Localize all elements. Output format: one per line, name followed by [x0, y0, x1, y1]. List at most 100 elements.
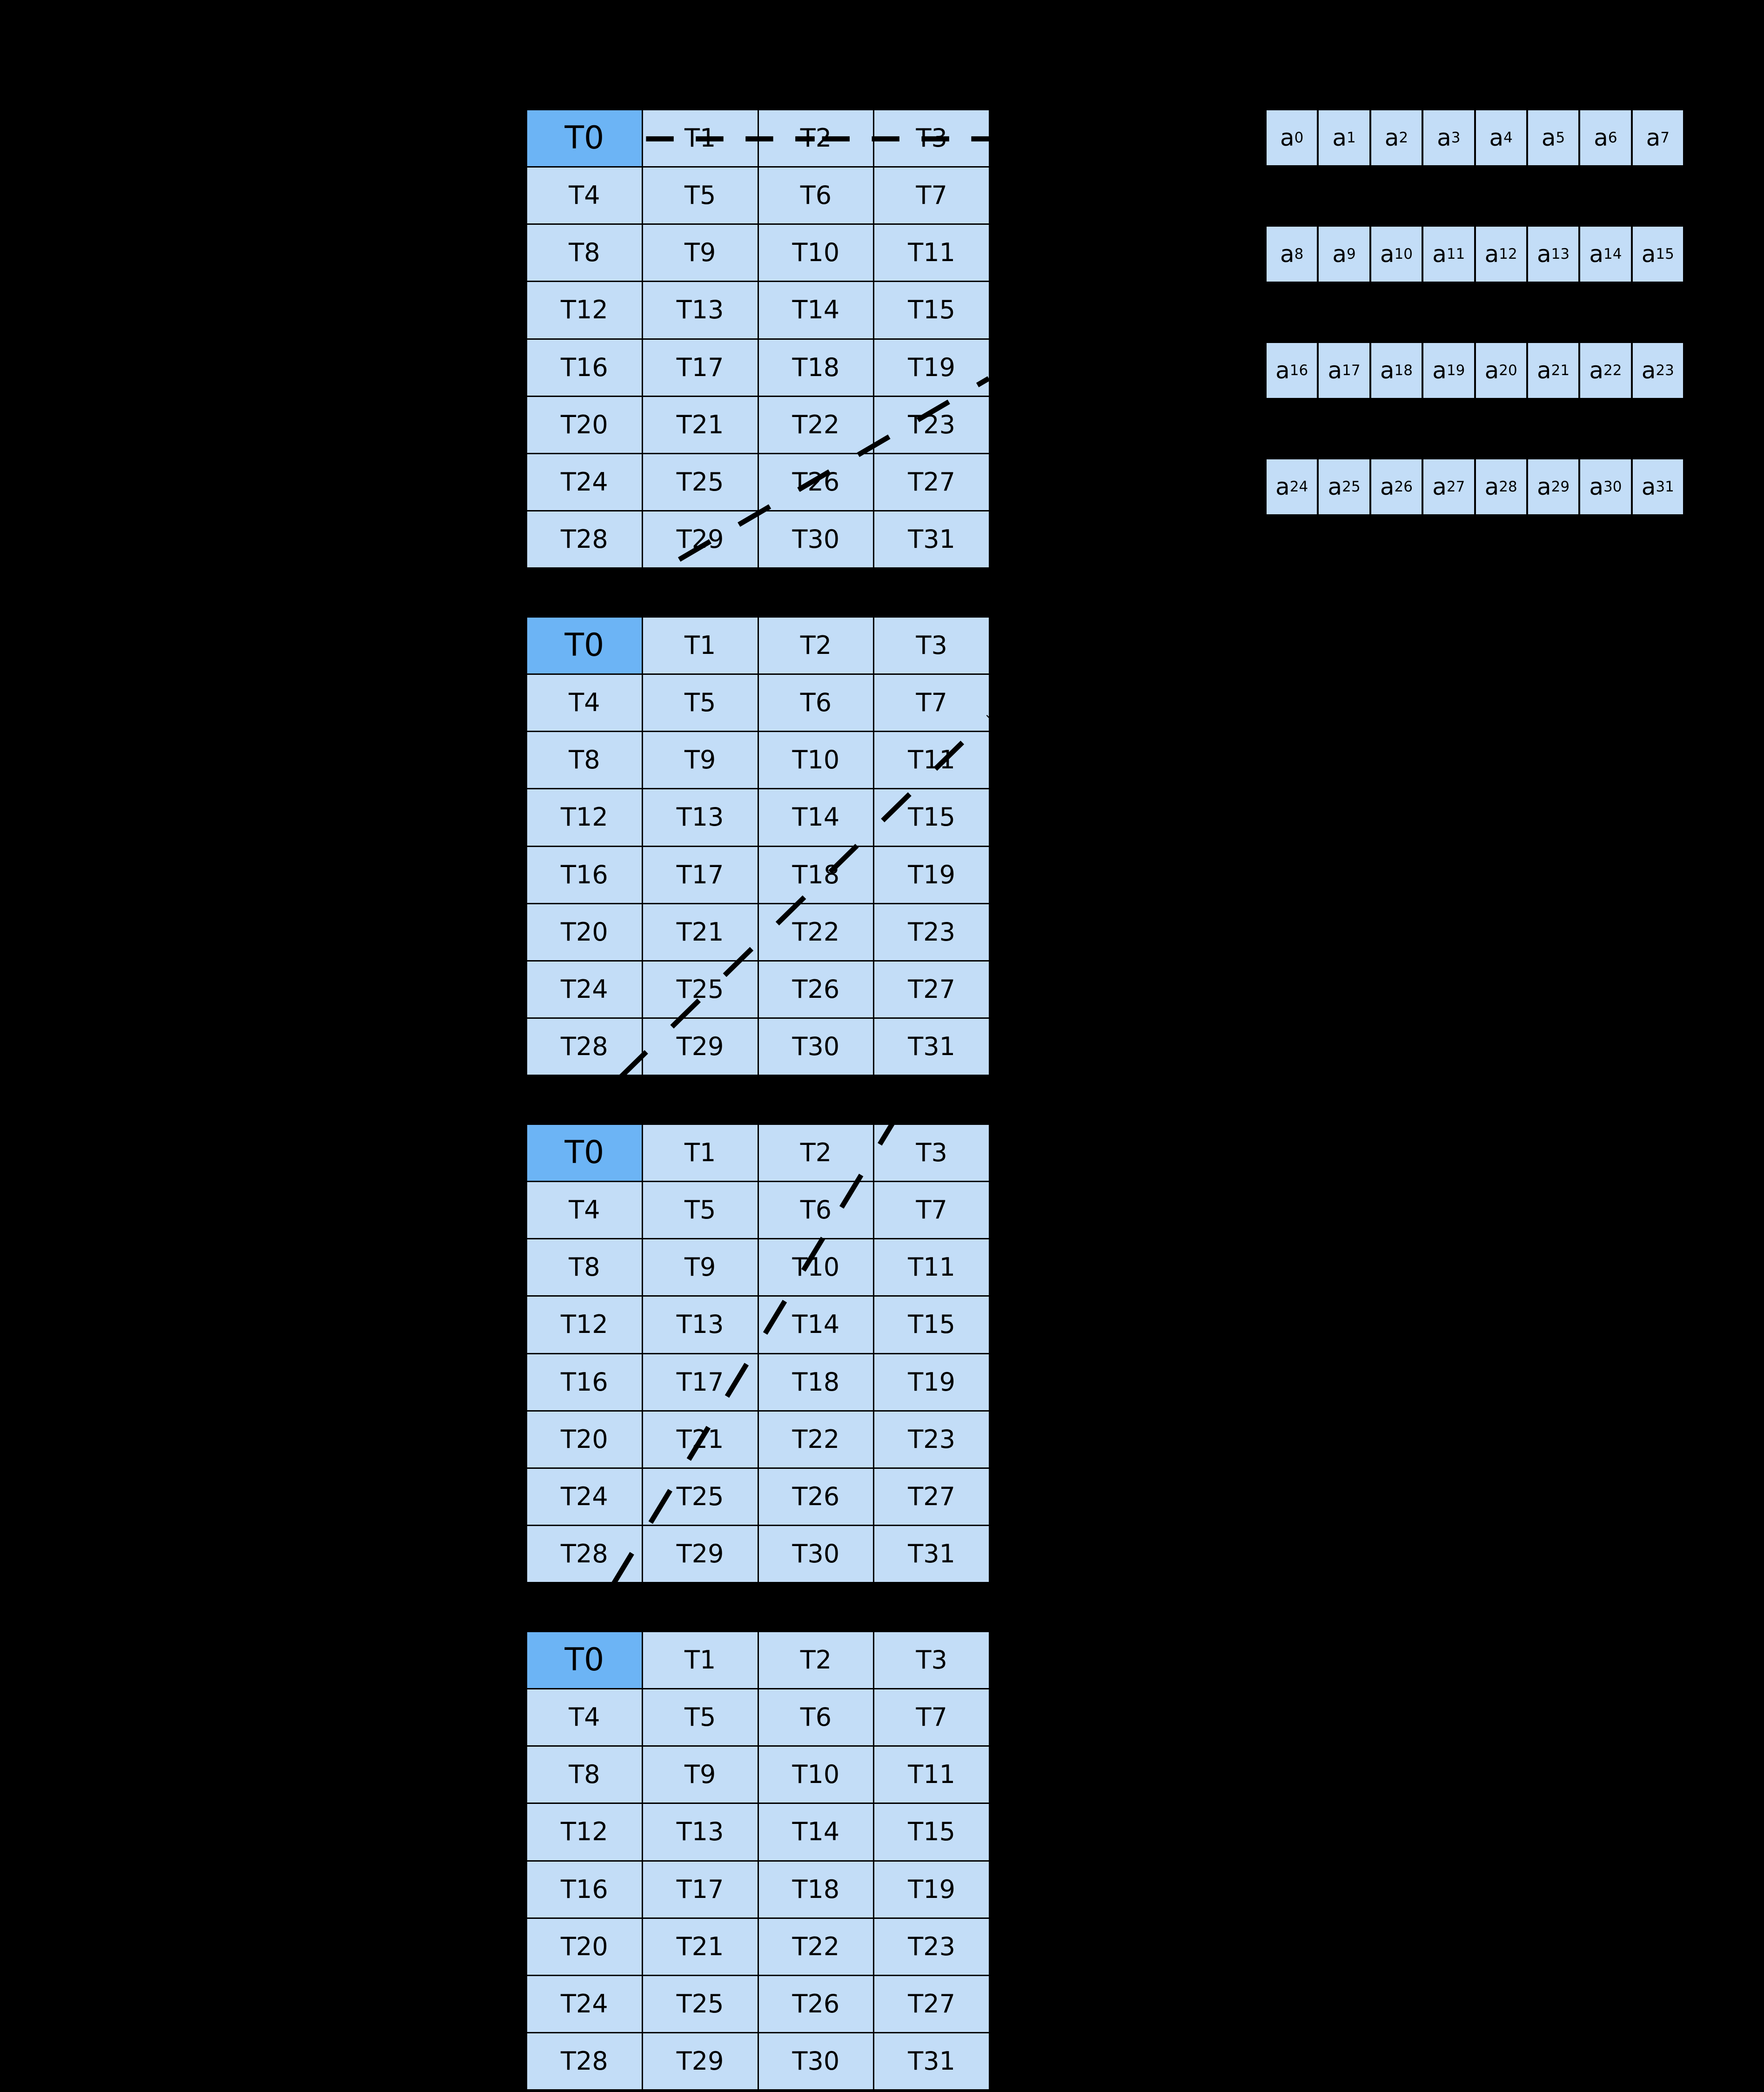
thread-cell-t14: T14: [758, 789, 873, 846]
thread-cell-t18: T18: [758, 1354, 873, 1410]
array-cell-base: a: [1484, 241, 1499, 268]
thread-cell-t31: T31: [874, 1526, 989, 1582]
array-cell-a24: a 24: [1267, 459, 1317, 514]
array-cell-a12: a 12: [1476, 227, 1526, 282]
thread-cell-t25: T25: [643, 454, 758, 510]
array-cell-subscript: 9: [1347, 246, 1356, 262]
array-cell-base: a: [1641, 357, 1656, 384]
thread-cell-t17: T17: [643, 1861, 758, 1917]
thread-cell-t13: T13: [643, 282, 758, 338]
thread-cell-t21: T21: [643, 1411, 758, 1467]
thread-cell-t10: T10: [758, 732, 873, 788]
array-cell-base: a: [1380, 357, 1395, 384]
thread-cell-t28: T28: [527, 511, 642, 567]
thread-grid-cells: T0 T1 T2 T3 T4 T5 T6 T7 T8 T9 T10 T11 T12 T13 T14 T15 T1…: [527, 110, 989, 567]
thread-cell-t5: T5: [643, 1689, 758, 1746]
thread-cell-t9: T9: [643, 1747, 758, 1803]
thread-cell-t3: T3: [874, 110, 989, 167]
thread-cell-t10: T10: [758, 225, 873, 281]
array-cell-base: a: [1332, 241, 1347, 268]
thread-cell-t21: T21: [643, 1918, 758, 1975]
array-cell-base: a: [1328, 473, 1342, 500]
thread-cell-t21: T21: [643, 397, 758, 453]
thread-cell-t22: T22: [758, 904, 873, 960]
thread-cell-t16: T16: [527, 1354, 642, 1410]
thread-cell-t28: T28: [527, 1526, 642, 1582]
array-cell-subscript: 20: [1499, 362, 1517, 379]
thread-cell-t6: T6: [758, 168, 873, 224]
array-cell-base: a: [1432, 473, 1447, 500]
thread-cell-t26: T26: [758, 1976, 873, 2032]
thread-cell-t0: T0: [527, 1125, 642, 1181]
array-cell-subscript: 2: [1399, 129, 1409, 146]
thread-cell-t9: T9: [643, 1239, 758, 1296]
thread-cell-t29: T29: [643, 2033, 758, 2089]
array-cell-base: a: [1641, 473, 1656, 500]
array-cell-base: a: [1537, 357, 1551, 384]
thread-cell-t6: T6: [758, 1182, 873, 1238]
thread-grid-stage-4: T0 T1 T2 T3 T4 T5 T6 T7 T8 T9 T10 T11 T12 T13 T14 T15 T1…: [525, 1630, 991, 2092]
thread-cell-t12: T12: [527, 789, 642, 846]
thread-cell-t27: T27: [874, 454, 989, 510]
array-cell-subscript: 24: [1289, 478, 1308, 495]
thread-cell-t11: T11: [874, 1747, 989, 1803]
thread-cell-t22: T22: [758, 397, 873, 453]
array-cell-a21: a 21: [1528, 343, 1579, 398]
array-cell-base: a: [1432, 241, 1447, 268]
array-cell-subscript: 31: [1656, 478, 1674, 495]
thread-cell-t5: T5: [643, 168, 758, 224]
array-cell-a22: a 22: [1580, 343, 1631, 398]
thread-cell-t20: T20: [527, 1411, 642, 1467]
array-cell-a27: a 27: [1423, 459, 1474, 514]
thread-grid-stage-3: T0 T1 T2 T3 T4 T5 T6 T7 T8 T9 T10 T11 T12 T13 T14 T15 T1…: [525, 1123, 991, 1584]
thread-cell-t10: T10: [758, 1239, 873, 1296]
thread-cell-t17: T17: [643, 1354, 758, 1410]
array-row-2: a 16 a 17 a 18 a 19 a 20 a 21 a 22 a 23: [1264, 341, 1685, 400]
thread-cell-t1: T1: [643, 1632, 758, 1688]
array-cell-base: a: [1484, 357, 1499, 384]
thread-cell-t24: T24: [527, 961, 642, 1017]
array-cell-base: a: [1541, 124, 1556, 151]
thread-cell-t2: T2: [758, 1632, 873, 1688]
thread-cell-t30: T30: [758, 1526, 873, 1582]
array-cell-subscript: 11: [1446, 246, 1465, 262]
thread-cell-t23: T23: [874, 397, 989, 453]
thread-cell-t25: T25: [643, 1468, 758, 1525]
array-cell-base: a: [1589, 357, 1604, 384]
array-cell-a14: a 14: [1580, 227, 1631, 282]
thread-cell-t23: T23: [874, 1918, 989, 1975]
thread-cell-t31: T31: [874, 1018, 989, 1075]
array-cell-subscript: 13: [1551, 246, 1570, 262]
thread-cell-t28: T28: [527, 2033, 642, 2089]
thread-cell-t2: T2: [758, 110, 873, 167]
thread-cell-t20: T20: [527, 904, 642, 960]
thread-grid-stage-1: T0 T1 T2 T3 T4 T5 T6 T7 T8 T9 T10 T11 T12 T13 T14 T15 T1…: [525, 108, 991, 570]
thread-cell-t19: T19: [874, 1354, 989, 1410]
array-cell-a11: a 11: [1423, 227, 1474, 282]
array-cell-base: a: [1641, 241, 1656, 268]
array-cell-subscript: 26: [1394, 478, 1413, 495]
thread-cell-t25: T25: [643, 1976, 758, 2032]
thread-cell-t24: T24: [527, 454, 642, 510]
thread-cell-t1: T1: [643, 110, 758, 167]
array-cell-a25: a 25: [1319, 459, 1369, 514]
array-cell-subscript: 21: [1551, 362, 1570, 379]
thread-cell-t17: T17: [643, 847, 758, 903]
array-cell-base: a: [1484, 473, 1499, 500]
thread-cell-t7: T7: [874, 1689, 989, 1746]
thread-cell-t22: T22: [758, 1918, 873, 1975]
thread-cell-t2: T2: [758, 1125, 873, 1181]
array-cell-subscript: 10: [1394, 246, 1413, 262]
thread-grid-stage-2: T0 T1 T2 T3 T4 T5 T6 T7 T8 T9 T10 T11 T12 T13 T14 T15 T1…: [525, 615, 991, 1077]
array-cell-base: a: [1332, 124, 1347, 151]
thread-cell-t28: T28: [527, 1018, 642, 1075]
array-cell-base: a: [1537, 473, 1551, 500]
thread-cell-t0: T0: [527, 110, 642, 167]
thread-cell-t12: T12: [527, 1804, 642, 1860]
thread-cell-t15: T15: [874, 789, 989, 846]
